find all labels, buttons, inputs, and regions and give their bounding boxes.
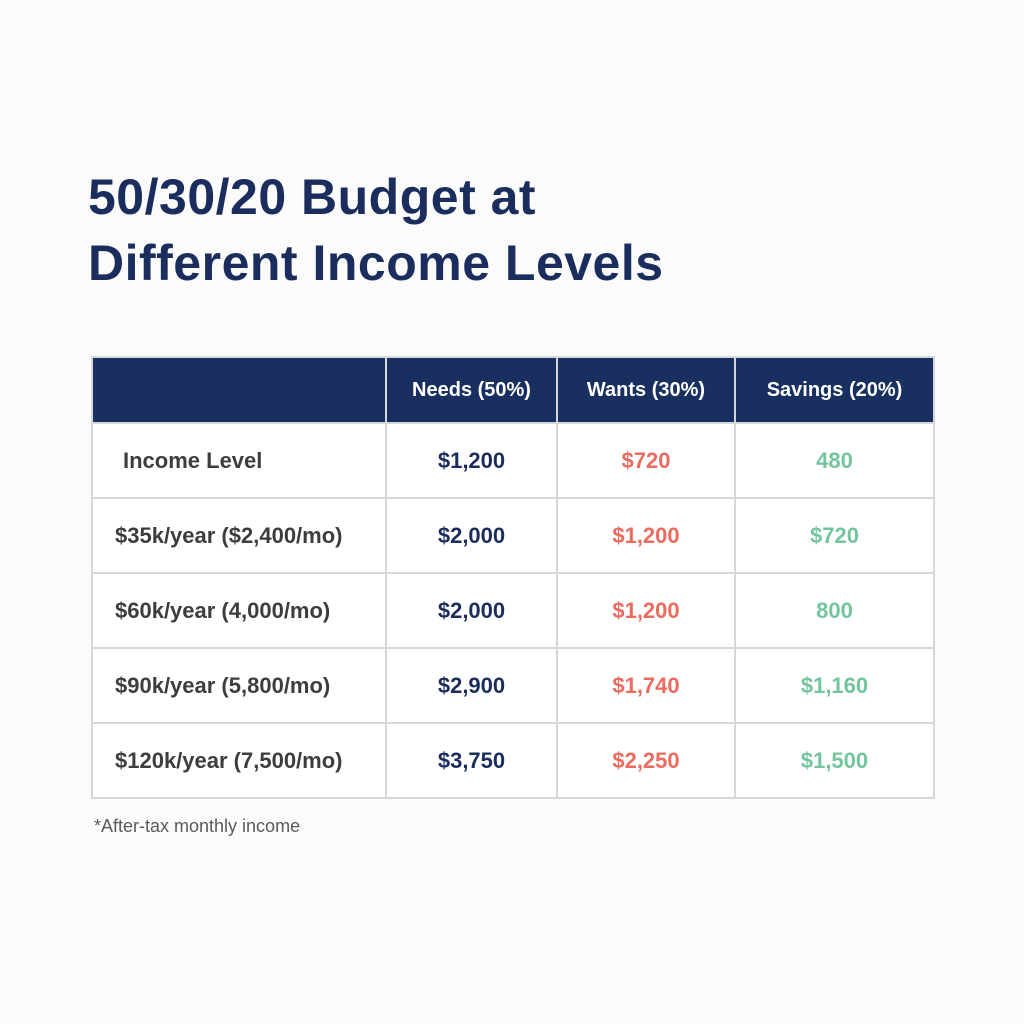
income-cell: $60k/year (4,000/mo) — [91, 572, 387, 649]
income-cell: Income Level — [91, 422, 387, 499]
wants-cell: $2,250 — [556, 722, 736, 799]
table-header-row: Needs (50%) Wants (30%) Savings (20%) — [91, 356, 935, 424]
budget-table-container: Needs (50%) Wants (30%) Savings (20%) In… — [91, 356, 935, 799]
savings-cell: $720 — [734, 497, 935, 574]
wants-cell: $1,200 — [556, 572, 736, 649]
savings-cell: $1,500 — [734, 722, 935, 799]
header-savings: Savings (20%) — [734, 356, 935, 424]
header-needs: Needs (50%) — [385, 356, 558, 424]
wants-cell: $1,200 — [556, 497, 736, 574]
income-cell: $120k/year (7,500/mo) — [91, 722, 387, 799]
footnote: *After-tax monthly income — [94, 816, 301, 836]
wants-cell: $1,740 — [556, 647, 736, 724]
title-line-2: Different Income Levels — [88, 235, 664, 291]
income-cell: $90k/year (5,800/mo) — [91, 647, 387, 724]
needs-cell: $3,750 — [385, 722, 558, 799]
needs-cell: $2,000 — [385, 572, 558, 649]
needs-cell: $1,200 — [385, 422, 558, 499]
table-row: $90k/year (5,800/mo) $2,900 $1,740 $1,16… — [91, 647, 935, 724]
savings-cell: $1,160 — [734, 647, 935, 724]
header-wants: Wants (30%) — [556, 356, 736, 424]
title-line-1: 50/30/20 Budget at — [88, 169, 537, 225]
table-row: $60k/year (4,000/mo) $2,000 $1,200 800 — [91, 572, 935, 649]
needs-cell: $2,000 — [385, 497, 558, 574]
budget-table: Needs (50%) Wants (30%) Savings (20%) In… — [91, 356, 935, 799]
header-income — [91, 356, 387, 424]
income-cell: $35k/year ($2,400/mo) — [91, 497, 387, 574]
page-title: 50/30/20 Budget at Different Income Leve… — [88, 164, 664, 296]
table-row: $120k/year (7,500/mo) $3,750 $2,250 $1,5… — [91, 722, 935, 799]
table-row: $35k/year ($2,400/mo) $2,000 $1,200 $720 — [91, 497, 935, 574]
needs-cell: $2,900 — [385, 647, 558, 724]
savings-cell: 480 — [734, 422, 935, 499]
table-row: Income Level $1,200 $720 480 — [91, 422, 935, 499]
wants-cell: $720 — [556, 422, 736, 499]
savings-cell: 800 — [734, 572, 935, 649]
